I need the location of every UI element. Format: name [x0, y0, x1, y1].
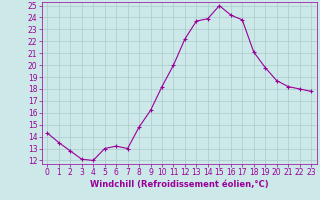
X-axis label: Windchill (Refroidissement éolien,°C): Windchill (Refroidissement éolien,°C) — [90, 180, 268, 189]
